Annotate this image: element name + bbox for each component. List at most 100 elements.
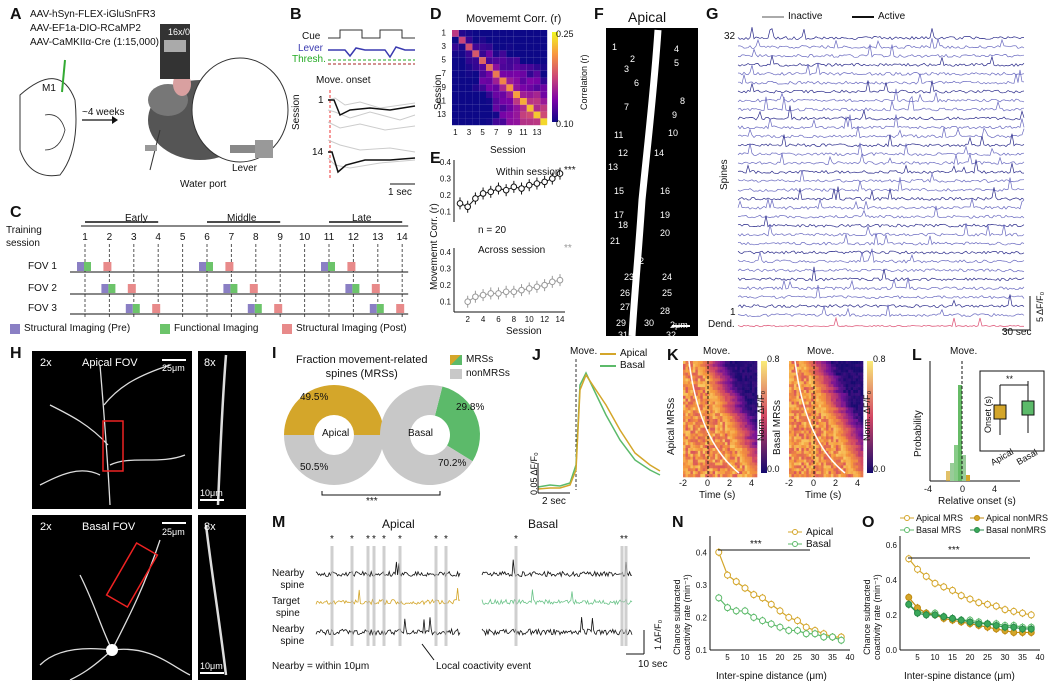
- k-basal-cell: [789, 361, 792, 365]
- k-apical-cell: [747, 419, 750, 423]
- e-ylabel: Movememt Corr. (r): [429, 203, 440, 290]
- k-apical-cell: [729, 445, 733, 449]
- k-apical-cell: [695, 439, 699, 443]
- k-basal-cell: [789, 369, 792, 373]
- heatmap-cell: [526, 77, 534, 85]
- k-basal-cell: [796, 390, 800, 394]
- k-apical-cell: [732, 421, 736, 426]
- k-apical-cell: [747, 369, 750, 373]
- k-apical-cell: [692, 381, 696, 385]
- k-basal-cell: [791, 436, 795, 440]
- k-xt-4: 4: [749, 478, 755, 488]
- k-basal-cell: [828, 404, 832, 408]
- coactivity-event-bar: [372, 546, 376, 646]
- k-basal-cell: [840, 430, 844, 434]
- m-nearby-1-trace: [315, 561, 461, 578]
- k-basal-cell: [796, 384, 800, 388]
- k-apical-cell: [687, 395, 691, 399]
- k-basal-cell: [793, 442, 797, 446]
- k-apical-cell: [717, 413, 721, 417]
- n-svg-ytick-0.3: 0.3: [696, 581, 708, 590]
- k-basal-cell: [793, 381, 797, 385]
- k-apical-cell: [754, 419, 758, 423]
- k-basal-cell: [798, 439, 802, 443]
- k-apical-cell: [700, 456, 704, 460]
- legend-func: Functional Imaging: [174, 323, 259, 334]
- heatmap-cell: [452, 118, 459, 126]
- k-basal-cell: [793, 398, 797, 402]
- k-apical-cell: [690, 439, 694, 443]
- k-apical-cell: [727, 387, 731, 391]
- panel-label-a: A: [10, 6, 22, 23]
- k-apical-cell: [690, 387, 694, 391]
- k-basal-cell: [830, 427, 834, 431]
- k-basal-cell: [835, 433, 839, 437]
- d-cbar-min: 0.10: [556, 119, 574, 129]
- k-apical-cell: [687, 407, 691, 411]
- heatmap-cell: [499, 111, 507, 119]
- k-apical-cell: [724, 442, 728, 446]
- k-apical-cell: [739, 442, 743, 446]
- k-basal-cell: [853, 427, 856, 431]
- k-basal-cell: [860, 410, 864, 414]
- k-basal-cell: [853, 433, 856, 437]
- k-apical-cell: [690, 407, 694, 411]
- k-basal-cell: [840, 459, 844, 463]
- k-basal-cell: [798, 366, 802, 370]
- k-basal-cell: [813, 421, 817, 426]
- k-basal-cell: [821, 390, 824, 394]
- k-basal-cell: [853, 363, 856, 368]
- k-apical-cell: [692, 436, 696, 440]
- k-apical-cell: [707, 363, 711, 368]
- k-basal-cell: [803, 462, 807, 466]
- k-apical-cell: [707, 442, 711, 446]
- k-apical-cell: [749, 439, 753, 443]
- k-basal-cell: [853, 407, 856, 411]
- k-apical-cell: [705, 419, 708, 423]
- coactivity-star: *: [398, 534, 402, 545]
- k-basal-cell: [860, 433, 864, 437]
- o-ylabel: Chance subtracted coactivity rate (min⁻¹…: [862, 574, 883, 660]
- k-basal-cell: [845, 378, 849, 382]
- l-inset-ylabel: Onset (s): [983, 395, 993, 433]
- k-apical-cell: [744, 375, 748, 379]
- k-basal-cell: [850, 410, 854, 414]
- k-apical-cell: [687, 459, 691, 463]
- k-apical-cell: [747, 395, 750, 399]
- k-apical-cell: [692, 419, 696, 423]
- k-basal-cell: [811, 384, 814, 388]
- k-basal-cell: [833, 395, 837, 399]
- k-apical-cell: [724, 448, 728, 452]
- k-basal-cell: [789, 448, 792, 452]
- k-basal-cell: [808, 375, 812, 379]
- k-basal-cell: [860, 401, 864, 405]
- k-basal-cell: [848, 401, 851, 405]
- k-apical-cell: [685, 450, 689, 455]
- k-apical-cell: [754, 387, 758, 391]
- k-apical-cell: [715, 407, 718, 411]
- k-apical-cell: [692, 366, 696, 370]
- k-basal-cell: [813, 369, 817, 373]
- k-apical-cell: [702, 456, 706, 460]
- k-apical-cell: [690, 450, 694, 455]
- k-basal-cell: [803, 387, 807, 391]
- k-apical-cell: [712, 436, 716, 440]
- k-basal-cell: [826, 436, 829, 440]
- k-apical-cell: [710, 430, 713, 434]
- k-basal-cell: [816, 445, 819, 449]
- k-basal-cell: [858, 459, 861, 463]
- k-apical-cell: [683, 378, 686, 382]
- k-apical-cell: [695, 448, 699, 452]
- k-apical-cell: [732, 471, 736, 475]
- k-basal-cell: [828, 421, 832, 426]
- k-basal-cell: [806, 398, 810, 402]
- k-basal-cell: [826, 384, 829, 388]
- k-basal-cell: [858, 395, 861, 399]
- k-basal-cell: [858, 392, 861, 397]
- k-basal-cell: [828, 361, 832, 365]
- k-basal-cell: [796, 465, 800, 469]
- k-basal-cell: [821, 474, 824, 478]
- k-basal-cell: [828, 427, 832, 431]
- k-apical-cell: [752, 436, 755, 440]
- k-basal-cell: [833, 404, 837, 408]
